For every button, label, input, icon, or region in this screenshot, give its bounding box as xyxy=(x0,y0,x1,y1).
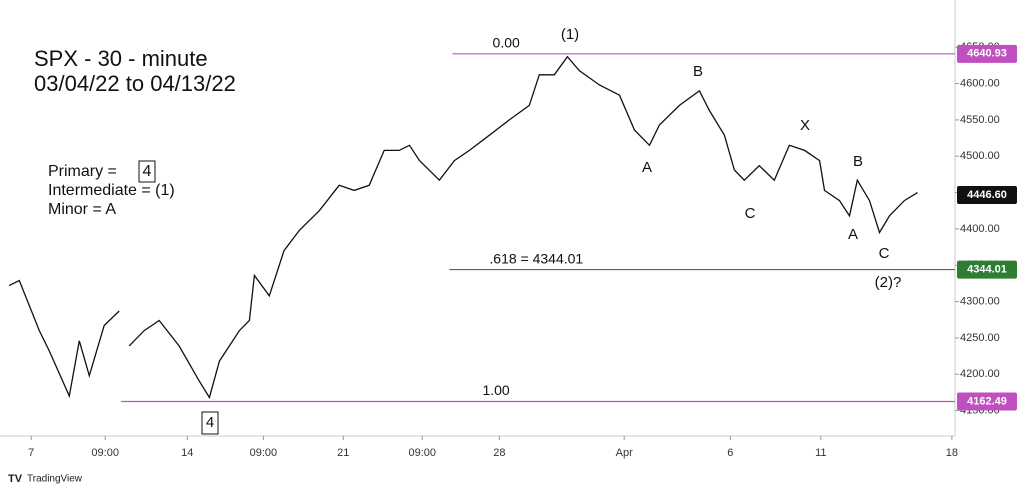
x-tick-label: 09:00 xyxy=(408,447,436,459)
y-tick-label: 4250.00 xyxy=(960,332,1000,344)
y-tick-label: 4200.00 xyxy=(960,368,1000,380)
price-line xyxy=(128,55,918,400)
level-label: 0.00 xyxy=(493,35,520,51)
last-price-tag xyxy=(957,186,1017,205)
price-tag xyxy=(957,392,1017,411)
price-tag xyxy=(957,260,1017,279)
x-tick-label: 09:00 xyxy=(250,447,278,459)
annotation: X xyxy=(800,117,810,134)
y-tick-label: 4600.00 xyxy=(960,77,1000,89)
legend-line: Minor = A xyxy=(48,201,116,218)
annotation: A xyxy=(848,226,858,243)
chart-title: SPX - 30 - minute xyxy=(34,46,208,71)
y-tick-label: 4400.00 xyxy=(960,223,1000,235)
x-tick-label: 18 xyxy=(946,447,958,459)
price-tag-label: 4162.49 xyxy=(967,395,1007,407)
x-tick-label: Apr xyxy=(616,447,633,459)
level-label: 1.00 xyxy=(482,382,509,398)
annotation: A xyxy=(642,159,652,176)
legend-line: Intermediate = (1) xyxy=(48,182,175,199)
x-tick-label: 7 xyxy=(28,447,34,459)
price-tag-label: 4344.01 xyxy=(967,263,1007,275)
annotation: (1) xyxy=(561,26,579,43)
legend-box-label: 4 xyxy=(143,163,152,180)
chart-subtitle: 03/04/22 to 04/13/22 xyxy=(34,71,236,96)
price-tag-label: 4640.93 xyxy=(967,48,1007,60)
price-tag xyxy=(957,44,1017,63)
branding: TV TradingView xyxy=(8,473,83,485)
last-price-label: 4446.60 xyxy=(967,189,1007,201)
x-tick-label: 6 xyxy=(727,447,733,459)
annotation: (2)? xyxy=(875,274,902,291)
annotation: B xyxy=(693,63,703,80)
brand-name: TradingView xyxy=(27,474,83,485)
annotation: C xyxy=(745,205,756,222)
price-line xyxy=(8,279,120,399)
x-tick-label: 21 xyxy=(337,447,349,459)
annotation: 4 xyxy=(206,414,214,431)
x-tick-label: 28 xyxy=(493,447,505,459)
annotation: B xyxy=(853,153,863,170)
logo: TV xyxy=(8,473,23,485)
x-tick-label: 14 xyxy=(181,447,193,459)
legend-box xyxy=(138,160,156,183)
annotation: C xyxy=(879,245,890,262)
y-tick-label: 4300.00 xyxy=(960,295,1000,307)
x-tick-label: 11 xyxy=(815,447,826,459)
y-tick-label: 4550.00 xyxy=(960,114,1000,126)
y-tick-label: 4500.00 xyxy=(960,150,1000,162)
x-tick-label: 09:00 xyxy=(91,447,119,459)
annotation-box xyxy=(201,411,219,435)
legend-line: Primary = xyxy=(48,163,117,180)
level-label: .618 = 4344.01 xyxy=(489,250,583,266)
